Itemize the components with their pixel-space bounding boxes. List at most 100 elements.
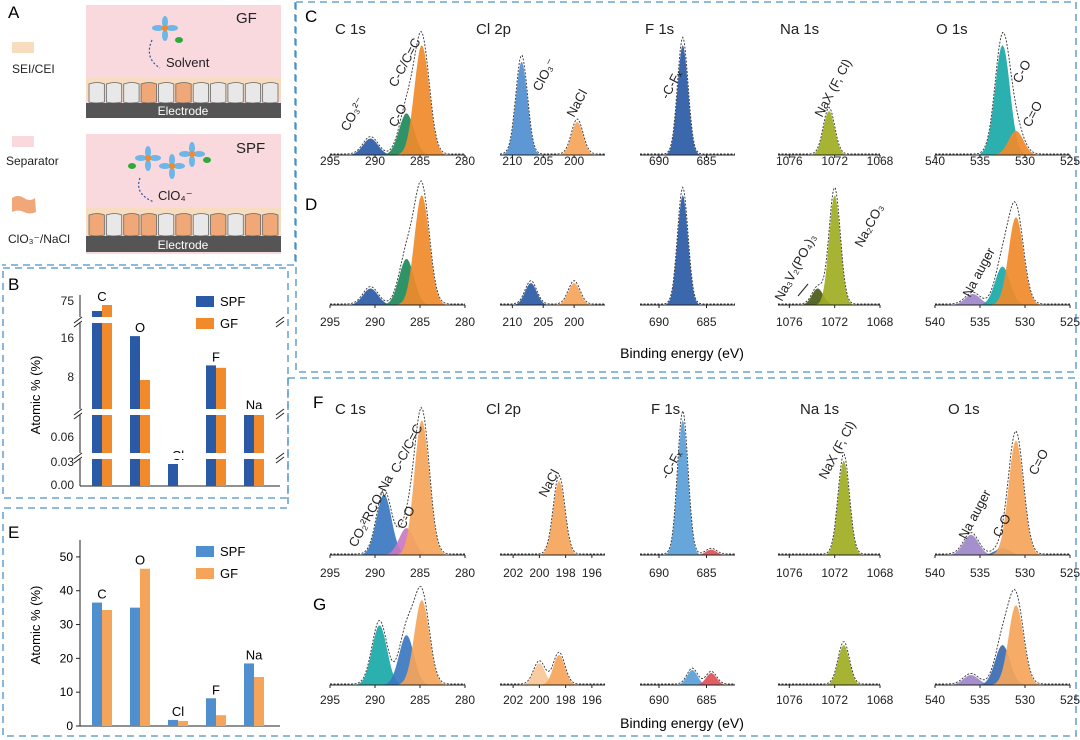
xps-peak-component (330, 138, 465, 155)
panel-b-break-mark (275, 452, 285, 464)
panel-e-bar (168, 719, 178, 726)
spf-label: SPF (236, 140, 265, 157)
xps-peak-component (330, 420, 465, 555)
electrode-grain (158, 82, 175, 104)
legend-swatch-separator (12, 136, 34, 147)
col-title-cl2p: Cl 2p (486, 401, 521, 418)
panel-b-legend: SPF GF (196, 294, 245, 331)
gf-solvent-label: Solvent (166, 55, 210, 70)
panel-e-legend: SPF GF (196, 544, 245, 581)
xps-tick-label: 1076 (776, 154, 803, 168)
xps-tick-label: 1076 (776, 693, 803, 707)
xps-tick-label: 690 (649, 315, 669, 329)
frame-a (2, 2, 296, 266)
xps-tick-label: 530 (1015, 315, 1035, 329)
electrode-grain (175, 82, 192, 104)
xps-peak-component (640, 549, 735, 555)
xps-peak-component (500, 283, 605, 305)
xps-column-titles-lower: C 1s Cl 2p F 1s Na 1s O 1s (335, 401, 980, 418)
xps-tick-label: 200 (564, 315, 584, 329)
electrode-grain (105, 213, 123, 237)
xps-tick-label: 285 (410, 154, 430, 168)
xps-tick-label: 690 (649, 566, 669, 580)
xps-peak-component (500, 655, 605, 685)
legend-swatch-gf (196, 318, 214, 329)
panel-label-e: E (8, 523, 19, 542)
xps-tick-label: 1068 (867, 154, 894, 168)
xps-peak-component (935, 645, 1070, 685)
col-title-c1s: C 1s (335, 401, 366, 418)
solvent-molecule-icon (152, 16, 183, 43)
electrode-grain (227, 213, 244, 237)
xps-subplot: 1076 1072 1068 (776, 106, 894, 168)
legend-label-clo3-nacl: ClO₃⁻/NaCl (8, 232, 70, 246)
panel-e-bar (92, 602, 102, 726)
xps-tick-label: 1072 (821, 693, 848, 707)
xps-tick-label: 280 (455, 315, 475, 329)
legend-label-spf: SPF (220, 544, 245, 559)
panel-b-axis-break (76, 317, 284, 323)
xps-peak-component (500, 283, 605, 305)
spf-clo4-label: ClO₄⁻ (158, 188, 193, 203)
xps-subplot: 1076 1072 1068 (776, 453, 894, 580)
panel-e-bar-label: Cl (172, 704, 184, 719)
gf-solvent-arrow (148, 39, 161, 69)
panel-b-ytick: 0.00 (51, 478, 75, 492)
xps-tick-label: 198 (556, 693, 576, 707)
xps-tick-label: 535 (970, 154, 990, 168)
schematic: SEI/CEI Separator ClO₃⁻/NaCl GF Electrod… (6, 5, 281, 254)
gf-electrode (86, 103, 281, 118)
electrode-grain (140, 213, 157, 237)
panel-e-bars: C O Cl F Na (92, 553, 264, 726)
electrode-grain (88, 82, 105, 104)
annot-co3: CO₃²⁻ (337, 95, 367, 134)
legend-label-gf: GF (220, 316, 238, 331)
xps-tick-label: 200 (564, 154, 584, 168)
xps-tick-label: 540 (925, 315, 945, 329)
panel-b-ytick: 0.06 (51, 430, 75, 444)
panel-label-d: D (305, 195, 317, 214)
annot-clo3: ClO₃⁻ (529, 56, 558, 94)
panel-b-ytick: 8 (67, 370, 74, 384)
electrode-grain (262, 213, 279, 237)
xps-peak-component (935, 266, 1070, 305)
xps-peak-component (500, 62, 605, 155)
electrode-grain (88, 213, 105, 237)
xps-tick-label: 280 (455, 566, 475, 580)
xps-envelope (640, 667, 735, 685)
panel-e-bar (130, 607, 140, 726)
annot-f-na-auger: Na auger (955, 487, 994, 542)
annot-arrow (797, 283, 809, 297)
panel-b-bar (216, 367, 226, 486)
panel-b-bar (92, 311, 102, 486)
panel-b-axis-break (76, 409, 284, 415)
panel-e-ytick: 50 (60, 550, 74, 564)
xps-peak-component (778, 195, 880, 305)
xps-subplot: 295 290 285 280 (320, 180, 475, 329)
panel-label-g: G (313, 595, 326, 614)
xps-subplot: 540 535 530 525 (925, 31, 1080, 168)
annot-nax: NaX (F, Cl) (811, 56, 854, 119)
panel-b-axis-break (76, 453, 284, 459)
xps-tick-label: 685 (696, 693, 716, 707)
legend-label-sei: SEI/CEI (12, 62, 55, 76)
xps-envelope (330, 30, 465, 155)
xps-peak-component (500, 480, 605, 555)
panel-e-bar (102, 610, 112, 726)
legend-swatch-clo3-nacl (12, 196, 36, 214)
xps-tick-label: 196 (582, 566, 602, 580)
xps-tick-label: 690 (649, 154, 669, 168)
xps-peak-component (330, 113, 465, 155)
panel-b-ytick: 16 (61, 331, 75, 345)
xps-tick-label: 198 (556, 566, 576, 580)
xps-envelope (935, 588, 1070, 685)
xps-tick-label: 295 (320, 566, 340, 580)
electrode-grain (210, 82, 227, 104)
annot-f-nax: NaX (F, Cl) (815, 418, 858, 481)
xps-peak-component (500, 122, 605, 155)
panel-e-bar-label: C (97, 587, 106, 602)
panel-e-bar (206, 698, 216, 726)
panel-label-f: F (313, 393, 323, 412)
spf-grain-row (88, 213, 279, 237)
